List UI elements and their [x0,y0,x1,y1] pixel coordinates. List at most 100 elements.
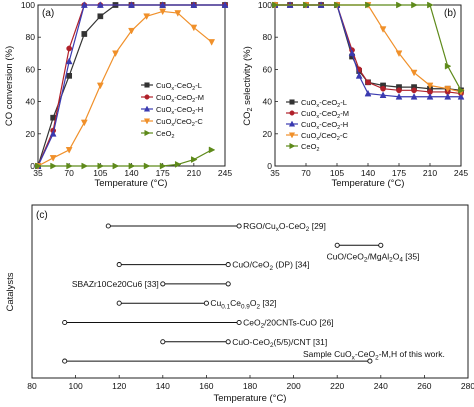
data-point [427,1,434,9]
data-point [457,93,465,100]
range-label: CeO2/20CNTs-CuO [26] [243,318,333,330]
legend-marker [289,110,295,116]
legend-label: CeO2 [301,142,320,153]
data-point [303,1,310,9]
data-point [96,82,104,90]
series-2 [34,1,229,169]
range-item: CuO-CeO2(5/5)/CNT [31] [160,337,327,349]
data-point [272,1,279,9]
range-end-point [367,358,373,364]
range-end-point [236,223,242,229]
panel-a-legend: CuOx-CeO2-LCuOx-CeO2-MCuOx-CeO2-HCuOx/Ce… [141,81,204,140]
legend-label: CuOx-CeO2-L [156,81,202,92]
range-item: SBAZr10Ce20Cu6 [33] [72,279,231,289]
data-point [174,160,182,168]
legend-item: CuOx-CeO2-L [141,81,202,92]
legend-marker [144,129,151,137]
y-tick-label: 80 [26,32,36,42]
range-start-point [160,281,166,287]
x-tick-label: 105 [93,168,107,178]
data-point [65,57,73,65]
data-point [190,156,198,163]
range-item: CuO/CeO2/MgAl2O4 [35] [327,242,420,264]
y-tick-label: 60 [26,64,36,74]
panel-b-label: (b) [444,8,456,19]
series-1 [272,2,464,97]
x-tick-label: 140 [156,381,170,391]
data-point [97,162,105,170]
legend-label: CuOx-CeO2-L [301,98,347,109]
data-point [365,1,372,9]
x-tick-label: 160 [199,381,213,391]
panel-c-catalyst-range-chart: (c) 80 100 120 140 160 180 200 220 240 260 280 Tem… [5,204,474,404]
x-tick-label: 210 [187,168,201,178]
legend-item: CuOx-CeO2-H [141,105,203,116]
data-point [396,1,403,9]
legend-marker [143,105,151,112]
data-point [159,1,167,8]
legend-label: CuOx-CeO2-M [156,93,204,104]
x-tick-label: 35 [270,168,280,178]
data-point [49,155,57,162]
range-start-point [160,339,166,345]
legend-item: CuOx-CeO2-M [286,109,349,120]
data-point [208,39,216,46]
range-start-point [116,262,122,268]
range-item: RGO/CuxO-CeO2 [29] [105,221,326,233]
series-0 [272,2,464,94]
y-tick-label: 0 [267,161,272,171]
x-tick-label: 70 [301,168,311,178]
x-tick-label: 240 [374,381,388,391]
x-tick-label: 245 [218,168,232,178]
data-point [49,130,57,137]
range-start-point [62,319,68,326]
legend-label: CuOx/CeO2-C [301,131,348,142]
data-point [458,86,465,94]
range-start-point [105,223,111,229]
data-point [365,79,371,86]
data-point [81,162,89,170]
range-end-point [236,319,242,326]
data-point [395,93,403,100]
data-point [66,162,73,170]
data-point [112,50,119,58]
range-label: CuO/CeO2/MgAl2O4 [35] [327,251,420,263]
data-point [410,69,418,77]
panel-a-co-conversion-chart: (a) 35 70 105 140 175 210 245 0 20 40 60 80 100 Tem… [4,0,232,189]
range-end-point [378,242,384,248]
y-tick-label: 80 [263,32,273,42]
data-point [128,27,135,35]
legend-label: CuOx/CeO2-C [156,117,203,128]
panel-a-y-axis-label: CO conversion (%) [4,46,15,126]
legend-marker [144,82,150,88]
legend-label: CuOx-CeO2-H [156,105,203,116]
data-point [50,162,57,170]
data-point [97,13,104,20]
legend-marker [289,142,296,150]
range-start-point [116,300,122,306]
data-point [348,49,356,57]
data-point [355,72,363,79]
range-label: Cu0.1Ce0.9O2 [32] [210,298,276,310]
data-point [81,31,88,37]
legend-label: CuOx-CeO2-H [301,120,348,131]
x-tick-label: 180 [243,381,257,391]
x-tick-label: 120 [112,381,126,391]
panel-c-range-items: RGO/CuxO-CeO2 [29] CuO/CeO2/MgAl2O4 [35] C… [62,221,445,364]
data-point [65,147,73,154]
data-point [444,93,452,100]
panel-a-x-axis-label: Temperature (°C) [95,178,168,189]
data-point [364,89,372,97]
data-point [143,162,151,170]
legend-marker [144,94,150,100]
x-tick-label: 280 [461,381,474,391]
data-point [395,50,403,58]
panel-c-label: (c) [36,210,48,221]
range-end-point [225,262,231,268]
data-point [426,82,434,90]
series-line [37,10,213,167]
x-tick-label: 260 [417,381,431,391]
panel-c-y-axis-label: Catalysts [5,272,16,311]
series-line [275,4,462,91]
range-item: Cu0.1Ce0.9O2 [32] [116,298,277,310]
